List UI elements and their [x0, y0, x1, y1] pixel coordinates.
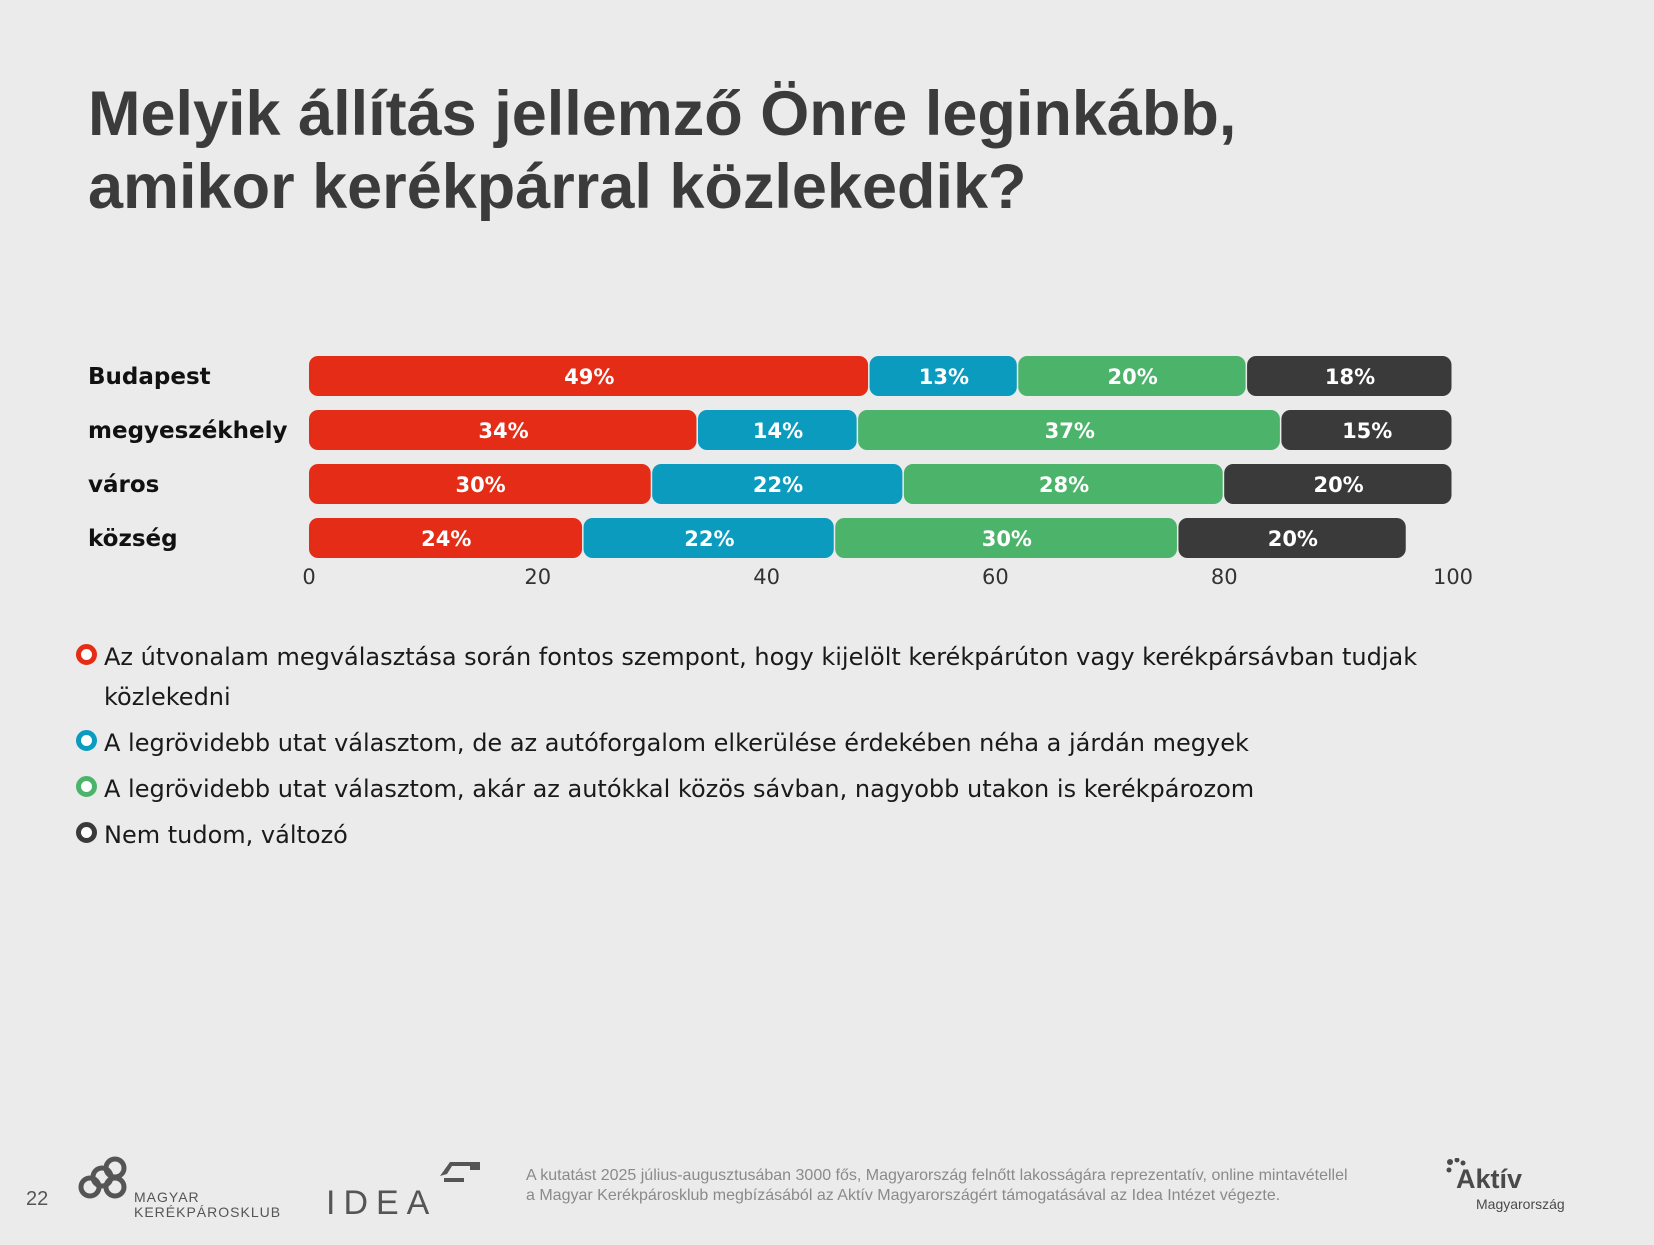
x-tick-label: 40	[753, 565, 780, 589]
chart-legend: Az útvonalam megválasztása során fontos …	[76, 637, 1516, 861]
bar-segment	[583, 518, 834, 558]
data-label: 14%	[753, 419, 803, 443]
legend-marker-icon	[76, 730, 97, 751]
data-label: 30%	[455, 473, 505, 497]
legend-label: A legrövidebb utat választom, akár az au…	[104, 775, 1255, 803]
x-tick-label: 0	[302, 565, 315, 589]
legend-item: Az útvonalam megválasztása során fontos …	[76, 637, 1516, 717]
idea-logo-text: IDEA	[326, 1184, 438, 1222]
bar-segment	[903, 464, 1223, 504]
category-label: Budapest	[88, 364, 211, 390]
data-label: 28%	[1039, 473, 1089, 497]
idea-mark-icon	[440, 1162, 480, 1182]
legend-label: Az útvonalam megválasztása során fontos …	[104, 643, 1418, 711]
mkk-logo-line-2: KERÉKPÁROSKLUB	[134, 1204, 282, 1220]
sunburst-icon	[1446, 1158, 1466, 1173]
bar-segment	[697, 410, 857, 450]
legend-marker-icon	[76, 644, 97, 665]
legend-marker-icon	[76, 776, 97, 797]
bar-segment	[858, 410, 1280, 450]
data-label: 24%	[421, 527, 471, 551]
legend-item: A legrövidebb utat választom, akár az au…	[76, 769, 1516, 809]
data-label: 22%	[684, 527, 734, 551]
category-label: község	[88, 526, 178, 552]
title-line-2: amikor kerékpárral közlekedik?	[88, 152, 1027, 222]
note-line-2: a Magyar Kerékpárosklub megbízásából az …	[526, 1187, 1281, 1204]
bar-segment	[1224, 464, 1452, 504]
legend-item: Nem tudom, változó	[76, 815, 1516, 855]
methodology-note: A kutatást 2025 július-augusztusában 300…	[526, 1166, 1426, 1206]
data-label: 34%	[478, 419, 528, 443]
data-label: 37%	[1045, 419, 1095, 443]
data-label: 18%	[1325, 365, 1375, 389]
data-label: 22%	[753, 473, 803, 497]
bar-segment	[652, 464, 903, 504]
data-label: 20%	[1108, 365, 1158, 389]
footer: 22 MAGYAR KERÉKPÁROSKLUB IDEA A kutatást…	[0, 1140, 1654, 1240]
aktiv-logo-sub: Magyarország	[1476, 1196, 1565, 1212]
stacked-bar-chart: Budapest 49% 13% 20% 18% megyeszékhely 34% 14% 3…	[88, 356, 1473, 589]
x-tick-label: 60	[982, 565, 1009, 589]
bar-segment	[1018, 356, 1246, 396]
bar-segment	[1281, 410, 1452, 450]
x-tick-label: 20	[524, 565, 551, 589]
bar-segment	[309, 464, 651, 504]
note-line-1: A kutatást 2025 július-augusztusában 300…	[526, 1167, 1348, 1184]
category-label: megyeszékhely	[88, 418, 287, 444]
bar-segment	[835, 518, 1177, 558]
aktiv-magyarorszag-logo: Aktív Magyarország	[1446, 1154, 1606, 1224]
bar-segment	[309, 410, 697, 450]
data-label: 20%	[1313, 473, 1363, 497]
data-label: 15%	[1342, 419, 1392, 443]
page-number: 22	[26, 1188, 49, 1210]
legend-label: Nem tudom, változó	[104, 821, 348, 849]
bar-segment	[309, 518, 583, 558]
data-label: 20%	[1268, 527, 1318, 551]
mkk-logo-line-1: MAGYAR	[134, 1189, 200, 1205]
data-label: 13%	[919, 365, 969, 389]
title-line-1: Melyik állítás jellemző Önre leginkább,	[88, 79, 1237, 149]
aktiv-logo-name: Aktív	[1456, 1164, 1523, 1194]
bar-segment	[1178, 518, 1406, 558]
x-tick-label: 100	[1433, 565, 1473, 589]
legend-label: A legrövidebb utat választom, de az autó…	[104, 729, 1249, 757]
magyar-kerekparosklub-logo: MAGYAR KERÉKPÁROSKLUB	[78, 1154, 288, 1220]
legend-marker-icon	[76, 822, 97, 843]
bar-segment	[309, 356, 869, 396]
circles-logo-icon	[78, 1156, 127, 1199]
data-label: 49%	[564, 365, 614, 389]
legend-item: A legrövidebb utat választom, de az autó…	[76, 723, 1516, 763]
bar-segment	[1247, 356, 1452, 396]
x-tick-label: 80	[1211, 565, 1238, 589]
bar-segment	[869, 356, 1017, 396]
idea-logo: IDEA	[326, 1156, 486, 1222]
data-label: 30%	[982, 527, 1032, 551]
page-title: Melyik állítás jellemző Önre leginkább, …	[88, 78, 1538, 224]
category-label: város	[88, 472, 159, 498]
